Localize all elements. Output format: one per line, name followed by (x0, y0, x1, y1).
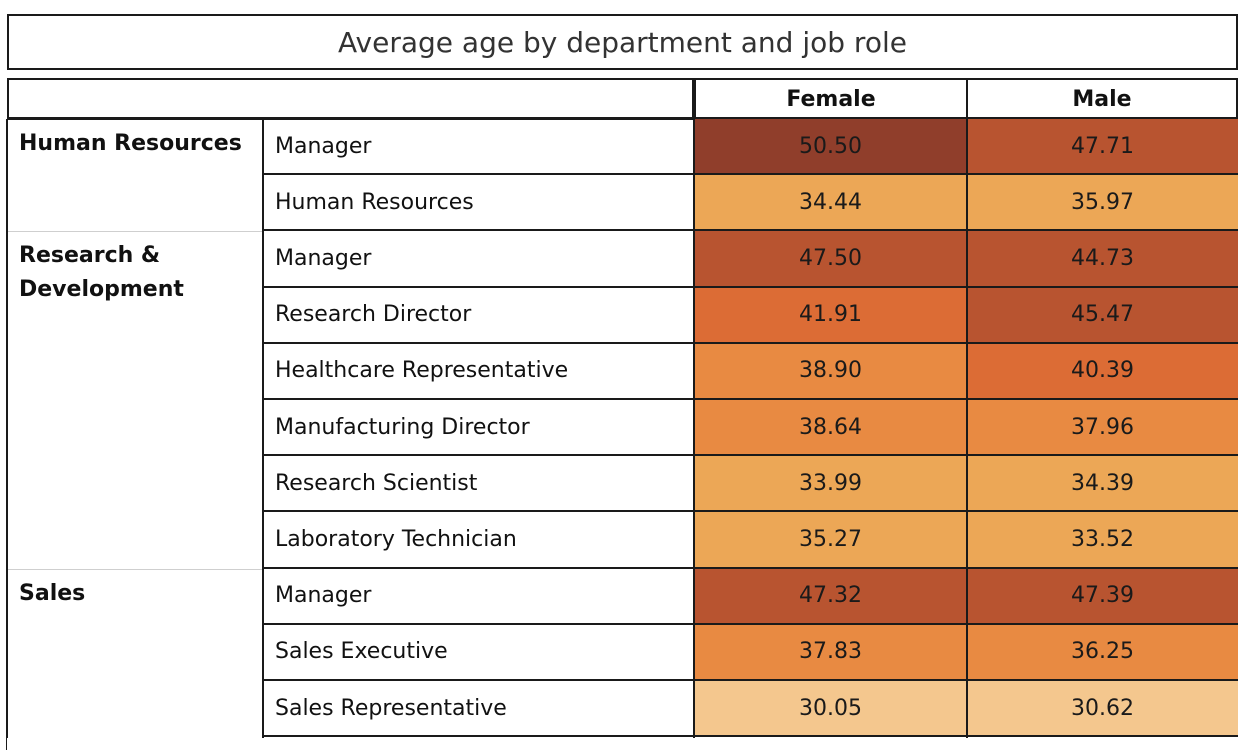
heatmap-cell-female: 35.27 (694, 512, 967, 569)
heatmap-cell-female: 47.50 (694, 231, 967, 288)
heatmap-cell-male: 33.52 (967, 512, 1238, 569)
divider-dept-role (262, 119, 264, 750)
heatmap-cell-female: 50.50 (694, 119, 967, 176)
heatmap-cell-male: 37.96 (967, 400, 1238, 457)
heatmap-cell-male: 30.62 (967, 681, 1238, 738)
role-label: Manager (263, 119, 694, 176)
role-label: Manager (263, 569, 694, 625)
heatmap-cell-male: 35.97 (967, 175, 1238, 232)
heatmap-cell-female: 41.91 (694, 287, 967, 344)
department-label: Human Resources (19, 131, 242, 156)
role-label: Sales Representative (263, 681, 694, 738)
heatmap-cell-male: 44.73 (967, 231, 1238, 288)
heatmap-cell-male: 45.47 (967, 287, 1238, 344)
heatmap-cell-female: 30.05 (694, 681, 967, 738)
department-label: Sales (19, 580, 86, 606)
department-divider (7, 231, 263, 233)
header-rule (7, 117, 1238, 120)
divider-female-male (966, 119, 968, 750)
column-header-male: Male (966, 78, 1238, 118)
role-label: Manager (263, 231, 694, 288)
role-label: Research Scientist (263, 456, 694, 513)
department-divider (7, 568, 263, 570)
heatmap-cell-male: 47.71 (967, 119, 1238, 176)
heatmap-cell-male: 36.25 (967, 624, 1238, 681)
column-header-female: Female (694, 78, 968, 118)
heatmap-cell-male: 34.39 (967, 456, 1238, 513)
heatmap-cell-female: 34.44 (694, 175, 967, 232)
heatmap-cell-female: 38.64 (694, 400, 967, 457)
left-border (6, 119, 8, 750)
role-label: Laboratory Technician (263, 512, 694, 569)
role-label: Sales Executive (263, 625, 694, 681)
header-blank-cell (7, 78, 694, 118)
divider-role-values (693, 119, 695, 750)
heatmap-cell-female: 47.32 (694, 568, 967, 625)
heatmap-cell-female: 33.99 (694, 456, 967, 513)
role-label: Manufacturing Director (263, 400, 694, 457)
heatmap-cell-male: 40.39 (967, 343, 1238, 400)
department-label: Research & Development (19, 243, 184, 303)
role-label: Research Director (263, 288, 694, 344)
role-label: Human Resources (263, 175, 694, 232)
heatmap-cell-female: 37.83 (694, 624, 967, 681)
bottom-edge (7, 738, 1238, 750)
chart-title: Average age by department and job role (7, 14, 1238, 70)
heatmap-cell-male: 47.39 (967, 568, 1238, 625)
role-label: Healthcare Representative (263, 344, 694, 400)
heatmap-cell-female: 38.90 (694, 343, 967, 400)
